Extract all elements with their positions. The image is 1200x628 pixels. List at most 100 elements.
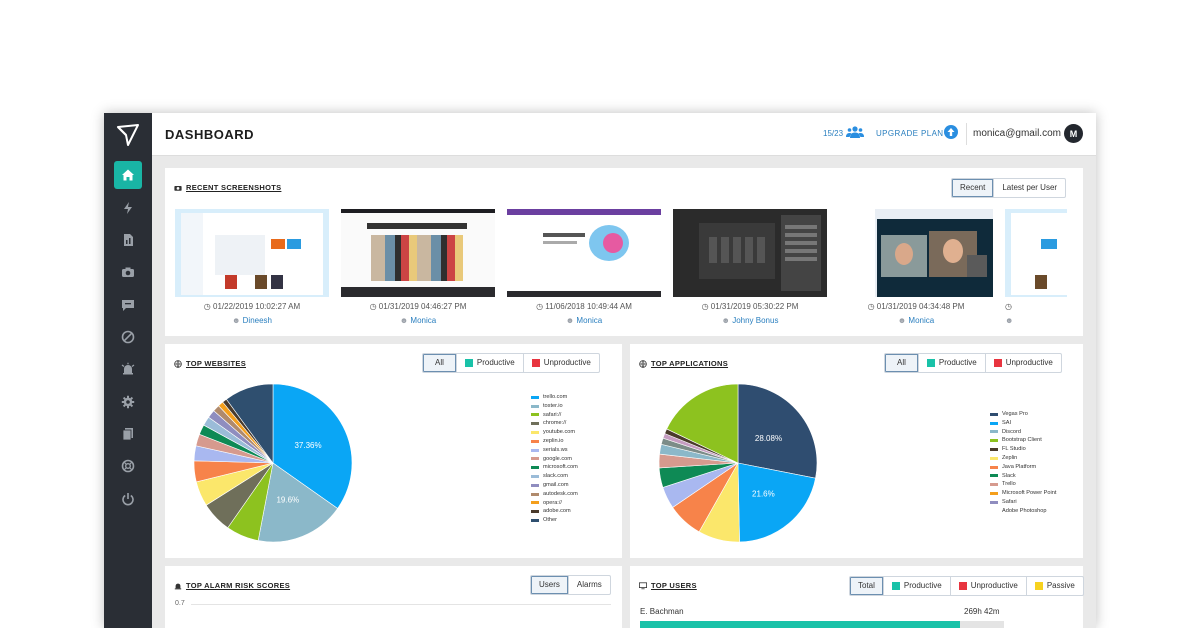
recent-screenshots-title[interactable]: RECENT SCREENSHOTS — [174, 183, 281, 192]
legend-item[interactable]: Slack — [990, 472, 1056, 481]
screenshot-user-link[interactable]: ☻ Monica — [565, 316, 603, 325]
screenshot-user-link[interactable]: ☻ Dineesh — [231, 316, 272, 325]
filter-unproductive[interactable]: Unproductive — [524, 354, 599, 372]
legend-item[interactable]: google.com — [531, 455, 578, 464]
legend-item[interactable]: autodesk.com — [531, 490, 578, 499]
screenshot-thumbnail[interactable] — [839, 209, 993, 297]
legend-item[interactable]: trello.com — [531, 393, 578, 402]
sidebar-item-settings[interactable] — [114, 388, 142, 416]
legend-swatch — [990, 465, 998, 469]
legend-item[interactable]: SAI — [990, 419, 1056, 428]
screenshot-thumbnail[interactable] — [507, 209, 661, 297]
user-bar-track — [640, 621, 1004, 628]
tab-users[interactable]: Users — [531, 576, 569, 594]
tab-recent[interactable]: Recent — [952, 179, 995, 197]
legend-label: chrome:// — [543, 420, 567, 427]
legend-swatch — [531, 395, 539, 399]
alarm-risk-title[interactable]: TOP ALARM RISK SCORES — [174, 581, 290, 590]
screenshot-user-link[interactable]: ☻ Johny Bonus — [721, 316, 779, 325]
legend-swatch — [531, 404, 539, 408]
tab-alarms[interactable]: Alarms — [576, 580, 602, 589]
pie-slice-vegas-pro[interactable] — [737, 383, 818, 479]
legend-item[interactable]: chrome:// — [531, 419, 578, 428]
top-websites-title[interactable]: TOP WEBSITES — [174, 359, 246, 368]
screenshot-timestamp: ◷ 01/22/2019 10:02:27 AM — [203, 302, 301, 311]
legend-item[interactable]: slack.com — [531, 472, 578, 481]
legend-label: Vegas Pro — [1002, 411, 1028, 417]
legend-item[interactable]: Trello — [990, 480, 1056, 489]
top-applications-title[interactable]: TOP APPLICATIONS — [639, 359, 728, 368]
screenshot-timestamp: ◷ 11/06/2018 10:49:44 AM — [536, 302, 632, 311]
screenshot-thumbnail[interactable] — [1005, 209, 1067, 297]
legend-item[interactable]: Other — [531, 516, 578, 525]
screenshot-thumbnail[interactable] — [175, 209, 329, 297]
productive-swatch — [464, 359, 473, 367]
screenshot-user-link[interactable]: ☻ Monica — [897, 316, 935, 325]
globe-icon — [174, 359, 182, 368]
legend-label: adobe.com — [543, 508, 571, 515]
legend-swatch — [531, 413, 539, 417]
filter-unproductive[interactable]: Unproductive — [986, 354, 1061, 372]
legend-item[interactable]: zeplin.io — [531, 437, 578, 446]
user-bar-fill — [640, 621, 961, 628]
upgrade-icon[interactable] — [944, 125, 958, 139]
user-email[interactable]: monica@gmail.com — [973, 128, 1061, 139]
pie-slice-toster-io[interactable] — [257, 462, 339, 543]
screenshot-user-link[interactable]: ☻ Monica — [399, 316, 437, 325]
legend-item[interactable]: Safari — [990, 498, 1056, 507]
sidebar-item-reports[interactable] — [114, 226, 142, 254]
pie-slice-trello-com[interactable] — [272, 383, 353, 509]
sidebar-item-messages[interactable] — [114, 291, 142, 319]
screenshot-user-link[interactable]: ☻ — [1005, 316, 1014, 325]
report-icon — [124, 234, 133, 246]
pie-slice-sai[interactable] — [737, 462, 816, 543]
legend-item[interactable]: safari:// — [531, 411, 578, 420]
legend-swatch — [990, 456, 998, 460]
sidebar-item-screenshots[interactable] — [114, 258, 142, 286]
legend-item[interactable]: serials.ws — [531, 446, 578, 455]
screenshot-thumbnail[interactable] — [673, 209, 827, 297]
legend-label: google.com — [543, 455, 572, 462]
legend-item[interactable]: microsoft.com — [531, 463, 578, 472]
pie-slice-other[interactable] — [225, 383, 274, 464]
legend-item[interactable]: opera:// — [531, 499, 578, 508]
filter-all[interactable]: All — [885, 354, 919, 372]
tab-latest-per-user[interactable]: Latest per User — [1002, 183, 1058, 192]
sidebar-item-alarms[interactable] — [114, 355, 142, 383]
legend-swatch — [531, 492, 539, 496]
upgrade-plan-link[interactable]: UPGRADE PLAN — [876, 129, 944, 138]
sidebar-item-logout[interactable] — [114, 485, 142, 513]
legend-item[interactable]: FL Studio — [990, 445, 1056, 454]
filter-productive[interactable]: Productive — [884, 577, 951, 595]
legend-item[interactable]: youtube.com — [531, 428, 578, 437]
filter-productive[interactable]: Productive — [919, 354, 986, 372]
user-time: 269h 42m — [964, 607, 1000, 616]
top-users-title[interactable]: TOP USERS — [639, 581, 697, 590]
sidebar-item-support[interactable] — [114, 452, 142, 480]
legend-label: Slack — [1002, 472, 1016, 479]
pie-slice-adobe-photoshop[interactable] — [666, 383, 739, 464]
filter-passive[interactable]: Passive — [1027, 577, 1083, 595]
sidebar-item-documents[interactable] — [114, 420, 142, 448]
legend-item[interactable]: Discord — [990, 428, 1056, 437]
legend-item[interactable]: Bootstrap Client — [990, 436, 1056, 445]
legend-item[interactable]: Microsoft Power Point — [990, 489, 1056, 498]
legend-item[interactable]: adobe.com — [531, 507, 578, 516]
sidebar-item-blocking[interactable] — [114, 323, 142, 351]
legend-item[interactable]: Adobe Photoshop — [990, 507, 1056, 516]
filter-total[interactable]: Total — [850, 577, 884, 595]
legend-item[interactable]: Zeplin — [990, 454, 1056, 463]
filter-all[interactable]: All — [423, 354, 457, 372]
avatar[interactable]: M — [1064, 124, 1083, 143]
legend-item[interactable]: gmail.com — [531, 481, 578, 490]
screenshot-timestamp: ◷ 01/31/2019 05:30:22 PM — [701, 302, 799, 311]
sidebar-item-home[interactable] — [114, 161, 142, 189]
legend-item[interactable]: Vegas Pro — [990, 410, 1056, 419]
filter-productive[interactable]: Productive — [457, 354, 524, 372]
sidebar-item-activity[interactable] — [114, 194, 142, 222]
filter-unproductive[interactable]: Unproductive — [951, 577, 1027, 595]
screenshot-thumbnail[interactable] — [341, 209, 495, 297]
legend-swatch — [531, 422, 539, 426]
legend-item[interactable]: Java Platform — [990, 463, 1056, 472]
legend-item[interactable]: toster.io — [531, 402, 578, 411]
